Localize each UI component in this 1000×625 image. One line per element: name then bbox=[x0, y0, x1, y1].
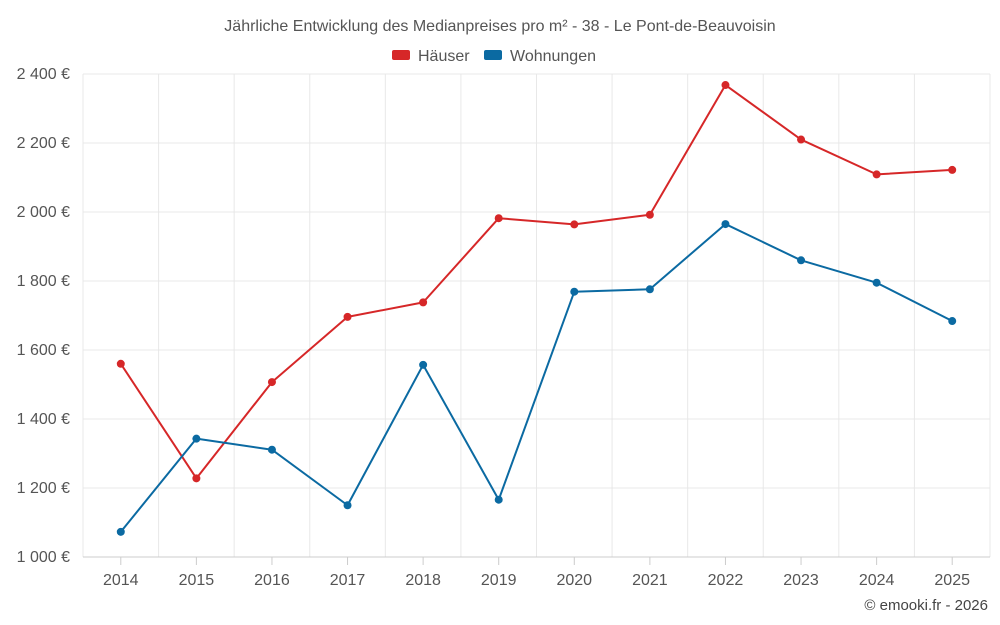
data-point-wohnungen[interactable] bbox=[948, 317, 957, 326]
y-tick-label: 1 000 € bbox=[17, 549, 70, 566]
legend-swatch bbox=[484, 50, 502, 60]
data-point-haeuser[interactable] bbox=[494, 214, 503, 223]
data-point-haeuser[interactable] bbox=[267, 378, 276, 387]
x-tick-label: 2023 bbox=[783, 572, 819, 589]
x-tick-label: 2016 bbox=[254, 572, 290, 589]
y-tick-label: 2 000 € bbox=[17, 204, 70, 221]
x-tick-label: 2019 bbox=[481, 572, 517, 589]
axes: 1 000 € 1 200 € 1 400 € 1 600 € 1 800 € 2 000… bbox=[17, 66, 990, 589]
x-tick-label: 2021 bbox=[632, 572, 668, 589]
data-point-haeuser[interactable] bbox=[570, 220, 579, 229]
y-tick-label: 1 800 € bbox=[17, 273, 70, 290]
legend-item-wohnungen[interactable]: Wohnungen bbox=[484, 48, 596, 65]
chart-title: Jährliche Entwicklung des Medianpreises … bbox=[224, 18, 775, 35]
legend[interactable]: Häuser Wohnungen bbox=[392, 48, 596, 65]
y-tick-label: 2 400 € bbox=[17, 66, 70, 83]
x-tick-label: 2022 bbox=[708, 572, 744, 589]
data-point-haeuser[interactable] bbox=[116, 359, 125, 368]
legend-label: Wohnungen bbox=[510, 48, 596, 65]
data-point-wohnungen[interactable] bbox=[872, 278, 881, 287]
data-point-wohnungen[interactable] bbox=[570, 287, 579, 296]
data-point-wohnungen[interactable] bbox=[797, 256, 806, 265]
x-tick-label: 2015 bbox=[179, 572, 215, 589]
x-tick-label: 2025 bbox=[934, 572, 970, 589]
data-point-wohnungen[interactable] bbox=[419, 360, 428, 369]
data-point-wohnungen[interactable] bbox=[494, 495, 503, 504]
data-point-haeuser[interactable] bbox=[419, 298, 428, 307]
legend-label: Häuser bbox=[418, 48, 470, 65]
x-tick-label: 2018 bbox=[405, 572, 441, 589]
x-tick-label: 2020 bbox=[556, 572, 592, 589]
x-tick-label: 2024 bbox=[859, 572, 895, 589]
data-point-haeuser[interactable] bbox=[721, 81, 730, 90]
series-line-wohnungen bbox=[120, 223, 953, 533]
data-point-haeuser[interactable] bbox=[645, 210, 654, 219]
data-point-wohnungen[interactable] bbox=[267, 445, 276, 454]
data-point-wohnungen[interactable] bbox=[645, 285, 654, 294]
data-point-haeuser[interactable] bbox=[948, 165, 957, 174]
data-point-wohnungen[interactable] bbox=[343, 501, 352, 510]
data-point-haeuser[interactable] bbox=[797, 135, 806, 144]
data-point-wohnungen[interactable] bbox=[721, 220, 730, 229]
data-point-haeuser[interactable] bbox=[872, 170, 881, 179]
series-wohnungen bbox=[116, 220, 957, 536]
x-tick-label: 2017 bbox=[330, 572, 366, 589]
x-tick-label: 2014 bbox=[103, 572, 139, 589]
series-layer bbox=[116, 81, 957, 536]
y-tick-label: 1 200 € bbox=[17, 480, 70, 497]
series-line-haeuser bbox=[119, 84, 953, 480]
data-point-haeuser[interactable] bbox=[192, 474, 201, 483]
y-tick-label: 1 400 € bbox=[17, 411, 70, 428]
data-point-haeuser[interactable] bbox=[343, 312, 352, 321]
y-tick-label: 2 200 € bbox=[17, 135, 70, 152]
grid bbox=[82, 73, 991, 558]
legend-swatch bbox=[392, 50, 410, 60]
credit-text: © emooki.fr - 2026 bbox=[864, 597, 988, 614]
legend-item-haeuser[interactable]: Häuser bbox=[392, 48, 470, 65]
series-haeuser bbox=[116, 81, 957, 483]
data-point-wohnungen[interactable] bbox=[192, 434, 201, 443]
data-point-wohnungen[interactable] bbox=[116, 527, 125, 536]
y-tick-label: 1 600 € bbox=[17, 342, 70, 359]
